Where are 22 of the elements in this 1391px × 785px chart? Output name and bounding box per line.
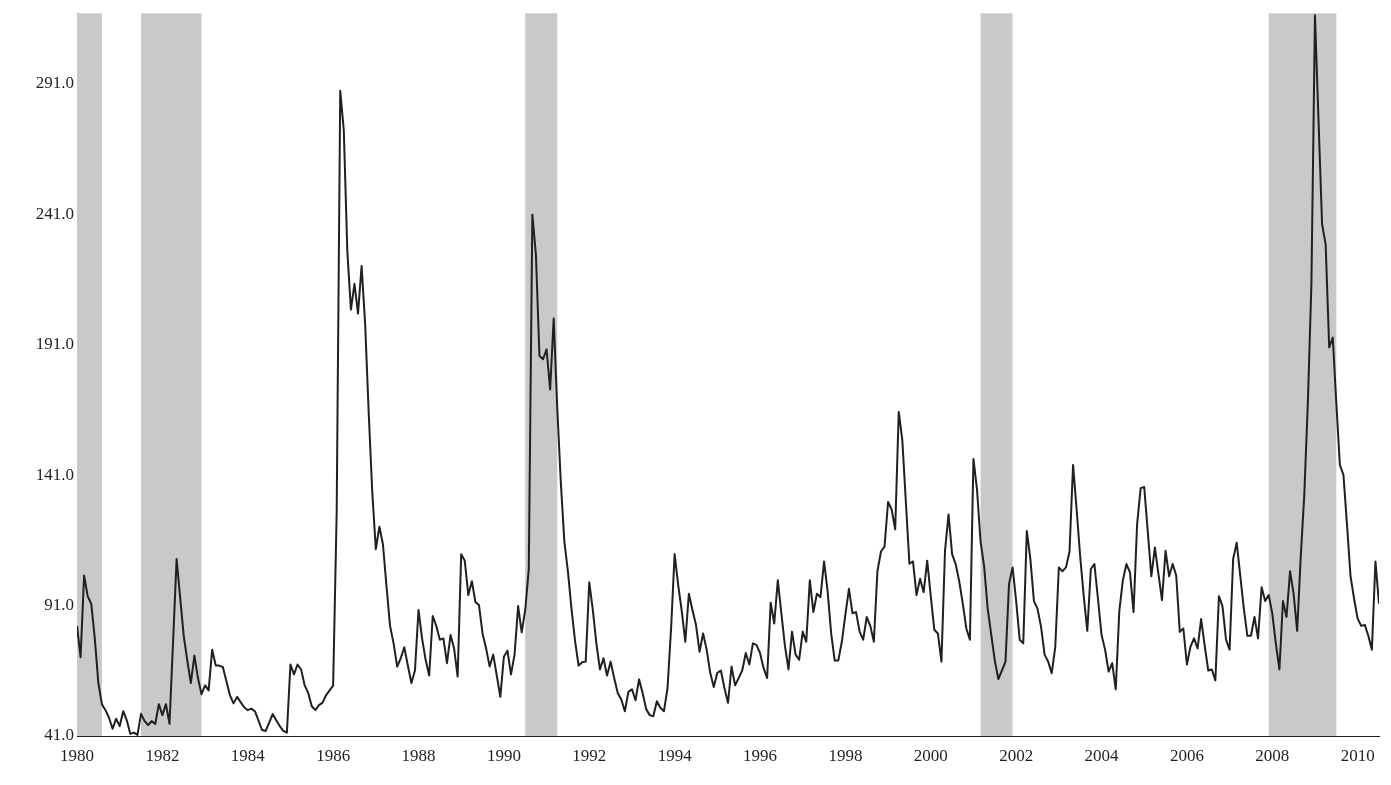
x-tick-label: 1982 — [145, 745, 180, 765]
x-tick-label: 1984 — [230, 745, 266, 765]
y-tick-label: 141.0 — [35, 464, 74, 484]
x-tick-label: 2010 — [1340, 745, 1375, 765]
y-tick-label: 91.0 — [44, 595, 74, 614]
y-tick-label: 191.0 — [35, 334, 74, 354]
y-tick-label: 241.0 — [35, 203, 74, 223]
x-tick-label: 2006 — [1169, 745, 1204, 765]
y-tick-label: 291.0 — [35, 73, 74, 93]
x-tick-label: 1986 — [316, 745, 351, 765]
x-tick-label: 2004 — [1084, 745, 1120, 765]
x-tick-label: 1988 — [401, 745, 436, 765]
x-tick-label: 1980 — [60, 745, 94, 765]
x-tick-label: 2002 — [999, 745, 1034, 765]
x-tick-label: 1994 — [657, 745, 693, 765]
x-tick-label: 2008 — [1255, 745, 1290, 765]
x-tick-label: 1990 — [486, 745, 521, 765]
x-tick-label: 1996 — [743, 745, 778, 765]
x-tick-label: 1998 — [828, 745, 863, 765]
x-tick-label: 1992 — [572, 745, 607, 765]
x-tick-label: 2000 — [913, 745, 948, 765]
y-tick-label: 41.0 — [44, 725, 74, 745]
